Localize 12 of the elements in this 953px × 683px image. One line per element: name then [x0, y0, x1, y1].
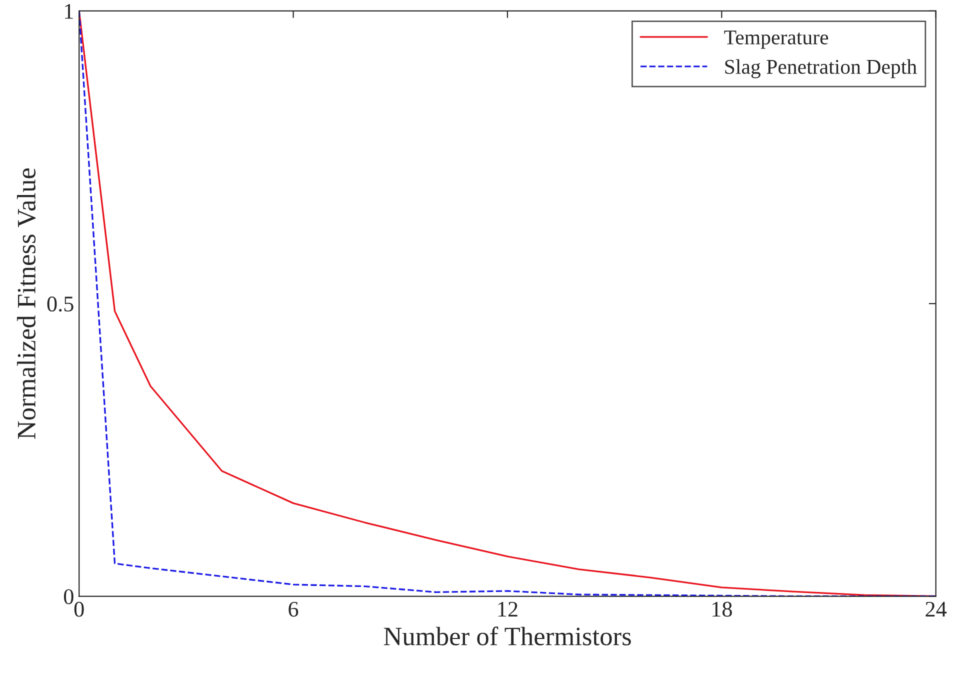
x-tick-label: 0 — [74, 602, 84, 617]
y-tick-label: 0.5 — [47, 296, 74, 312]
y-axis-title: Normalized Fitness Value — [16, 168, 36, 439]
x-tick-label: 12 — [498, 602, 518, 617]
legend-label: Slag Penetration Depth — [725, 59, 917, 78]
y-tick-label: 0 — [64, 589, 74, 604]
legend-label: Temperature — [724, 30, 828, 49]
x-tick-label: 24 — [926, 602, 947, 617]
x-axis-title: Number of Thermistors — [384, 626, 631, 646]
y-tick-label: 1 — [65, 4, 73, 19]
x-tick-label: 18 — [712, 602, 732, 617]
x-tick-label: 6 — [288, 602, 298, 617]
